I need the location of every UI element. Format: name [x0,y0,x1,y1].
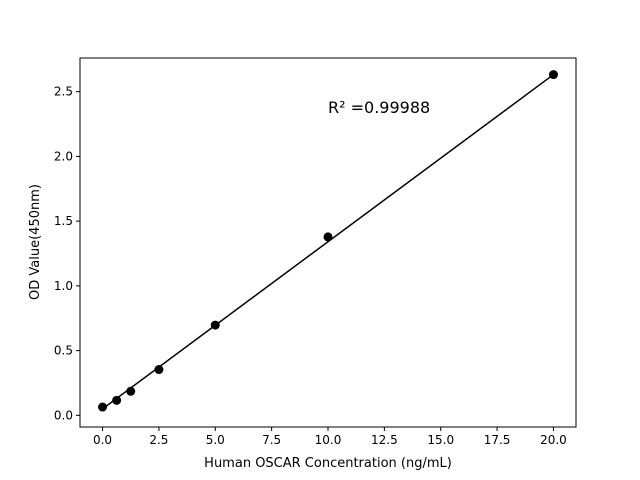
data-point [323,232,333,242]
data-point [548,70,558,80]
data-point [112,395,122,405]
y-axis-label: OD Value(450nm) [28,184,43,300]
x-tick-label: 17.5 [484,433,511,447]
y-tick-label: 1.5 [54,214,73,228]
x-axis-label: Human OSCAR Concentration (ng/mL) [204,456,452,471]
data-point [126,386,136,396]
r-squared-annotation: R² =0.99988 [328,98,430,117]
fit-line [102,73,554,410]
x-tick-label: 12.5 [371,433,398,447]
x-tick-label: 5.0 [206,433,225,447]
x-tick-label: 0.0 [93,433,112,447]
y-tick-label: 2.5 [54,85,73,99]
y-tick-label: 0.5 [54,344,73,358]
x-tick-label: 7.5 [262,433,281,447]
x-tick-label: 15.0 [427,433,454,447]
data-point [98,402,108,412]
x-tick-label: 2.5 [149,433,168,447]
x-tick-label: 10.0 [315,433,342,447]
y-tick-label: 1.0 [54,279,73,293]
y-tick-label: 2.0 [54,149,73,163]
data-point [210,320,220,330]
data-point [154,365,164,375]
x-tick-label: 20.0 [540,433,567,447]
y-tick-label: 0.0 [54,408,73,422]
